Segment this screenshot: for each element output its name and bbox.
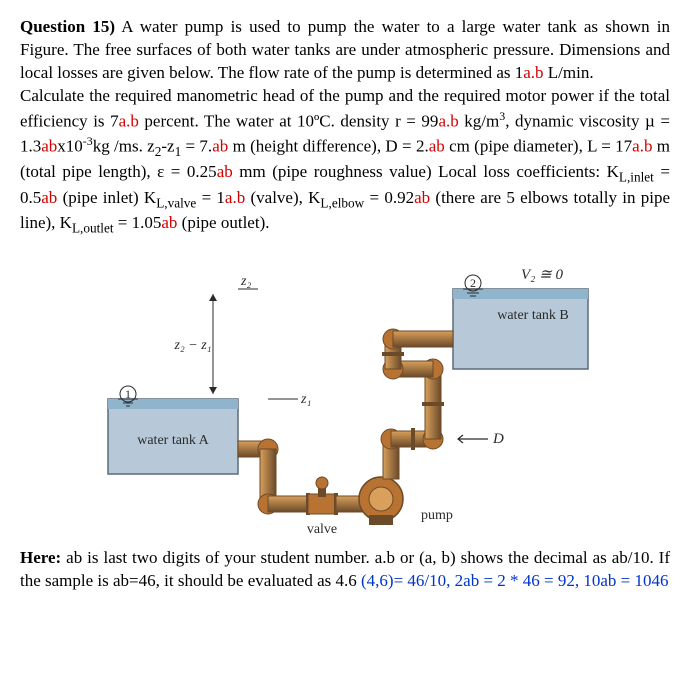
svg-text:water tank A: water tank A [137, 433, 209, 448]
text: (valve), K [245, 188, 320, 207]
text: m (height difference), D = 2. [228, 137, 428, 156]
ab-token: ab [217, 162, 233, 181]
text: kg /ms. z [93, 137, 155, 156]
subscript: L,inlet [619, 170, 654, 185]
ab-token: ab [429, 137, 445, 156]
text: = 0.92 [364, 188, 414, 207]
svg-text:water tank B: water tank B [497, 308, 569, 323]
text: (pipe outlet). [177, 213, 269, 232]
superscript: -3 [83, 134, 93, 148]
text: = 1.05 [114, 213, 162, 232]
svg-text:z₁: z₁ [300, 392, 311, 407]
question-paragraph-1: Question 15) A water pump is used to pum… [20, 16, 670, 85]
text: x10 [57, 137, 83, 156]
text: cm (pipe diameter), L = 17 [445, 137, 632, 156]
ab-token: a.b [523, 63, 543, 82]
text: percent. The water at 10ºC. density r = … [139, 111, 439, 130]
here-calc: (4,6)= 46/10, 2ab = 2 * 46 = 92, 10ab = … [361, 571, 669, 590]
text: -z [161, 137, 174, 156]
svg-text:2: 2 [470, 276, 476, 290]
text: (pipe inlet) K [57, 188, 156, 207]
text: = 7. [181, 137, 212, 156]
ab-token: ab [41, 137, 57, 156]
svg-text:z₂: z₂ [240, 274, 251, 289]
svg-text:V₂ ≅ 0: V₂ ≅ 0 [521, 267, 563, 283]
question-label: Question 15) [20, 17, 115, 36]
subscript: L,elbow [320, 195, 364, 210]
ab-token: a.b [438, 111, 458, 130]
ab-token: ab [161, 213, 177, 232]
text: kg/m [459, 111, 500, 130]
subscript: L,valve [156, 195, 196, 210]
question-paragraph-2: Calculate the required manometric head o… [20, 85, 670, 237]
here-label: Here: [20, 548, 61, 567]
ab-token: ab [414, 188, 430, 207]
svg-text:valve: valve [306, 522, 336, 537]
ab-token: ab [41, 188, 57, 207]
text: = 1 [196, 188, 225, 207]
ab-token: a.b [119, 111, 139, 130]
ab-token: a.b [225, 188, 245, 207]
here-note: Here: ab is last two digits of your stud… [20, 547, 670, 593]
ab-token: a.b [632, 137, 652, 156]
svg-text:D: D [492, 431, 504, 447]
svg-text:pump: pump [421, 508, 453, 523]
subscript: L,outlet [72, 220, 114, 235]
text: L/min. [544, 63, 594, 82]
ab-token: ab [212, 137, 228, 156]
svg-text:z₂ − z₁: z₂ − z₁ [173, 338, 211, 353]
pump-diagram: 1water tank A2water tank BV₂ ≅ 0valvepum… [93, 249, 598, 539]
text: mm (pipe roughness value) Local loss coe… [233, 162, 619, 181]
